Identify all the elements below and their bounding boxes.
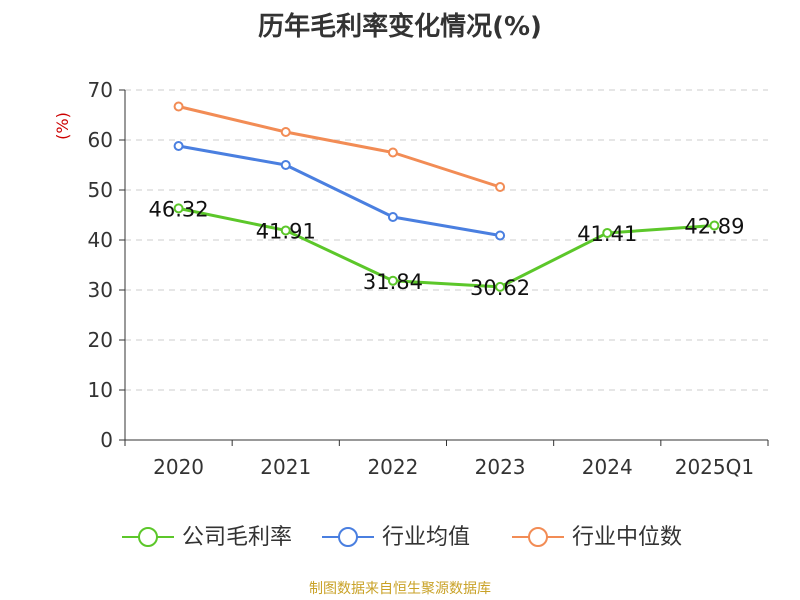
legend-label: 公司毛利率 (182, 525, 292, 550)
data-label: 41.91 (256, 219, 316, 243)
data-point (495, 182, 506, 192)
legend-marker (528, 527, 548, 547)
legend-item-0[interactable]: 公司毛利率 (122, 525, 292, 550)
data-point (709, 220, 720, 231)
legend-marker (138, 527, 158, 547)
chart-title: 历年毛利率变化情况(%) (258, 12, 542, 42)
data-point (602, 227, 613, 238)
data-label: 41.41 (577, 222, 637, 246)
axes: 0 10 20 30 40 50 60 70 2020 2021 2022 2023 2024 2025Q… (88, 78, 769, 479)
data-label: 42.89 (684, 215, 744, 239)
source-note: 制图数据来自恒生聚源数据库 (309, 581, 491, 597)
series-line-1 (178, 144, 501, 237)
y-tick-label: 30 (88, 278, 113, 302)
data-point (280, 127, 291, 137)
data-labels: 46.32 41.91 31.84 30.62 41.41 42.89 (149, 197, 745, 300)
data-point (280, 160, 291, 170)
data-point (173, 203, 184, 214)
x-tick-label: 2021 (260, 455, 311, 479)
y-tick-label: 20 (88, 328, 113, 352)
data-point (280, 225, 291, 236)
legend-item-2[interactable]: 行业中位数 (512, 525, 682, 550)
data-point (495, 230, 506, 241)
data-label: 46.32 (149, 197, 209, 221)
legend: 公司毛利率 行业均值 行业中位数 (122, 525, 682, 550)
legend-marker (338, 527, 358, 547)
x-tick-label: 2022 (367, 455, 418, 479)
legend-label: 行业中位数 (572, 525, 682, 550)
data-point (173, 141, 184, 151)
x-tick-label: 2023 (475, 455, 526, 479)
data-point (387, 275, 398, 286)
data-label: 30.62 (470, 276, 530, 300)
y-tick-label: 60 (88, 128, 113, 152)
y-tick-label: 0 (100, 428, 113, 452)
data-point (495, 281, 506, 292)
y-tick-label: 40 (88, 228, 113, 252)
data-point (173, 101, 184, 112)
x-tick-label: 2025Q1 (675, 455, 754, 479)
x-tick-label: 2020 (153, 455, 204, 479)
series-line-2 (178, 105, 501, 189)
grid-lines (125, 89, 768, 391)
legend-label: 行业均值 (382, 525, 470, 550)
data-point (387, 212, 398, 222)
legend-item-1[interactable]: 行业均值 (322, 525, 470, 550)
y-tick-label: 50 (88, 178, 113, 202)
y-axis-label: (%) (53, 112, 72, 140)
series-line-0 (178, 206, 715, 289)
x-tick-label: 2024 (582, 455, 633, 479)
y-tick-label: 10 (88, 378, 113, 402)
y-tick-label: 70 (88, 78, 113, 102)
data-label: 31.84 (363, 270, 423, 294)
data-point (387, 147, 398, 158)
series-lines (173, 101, 720, 292)
